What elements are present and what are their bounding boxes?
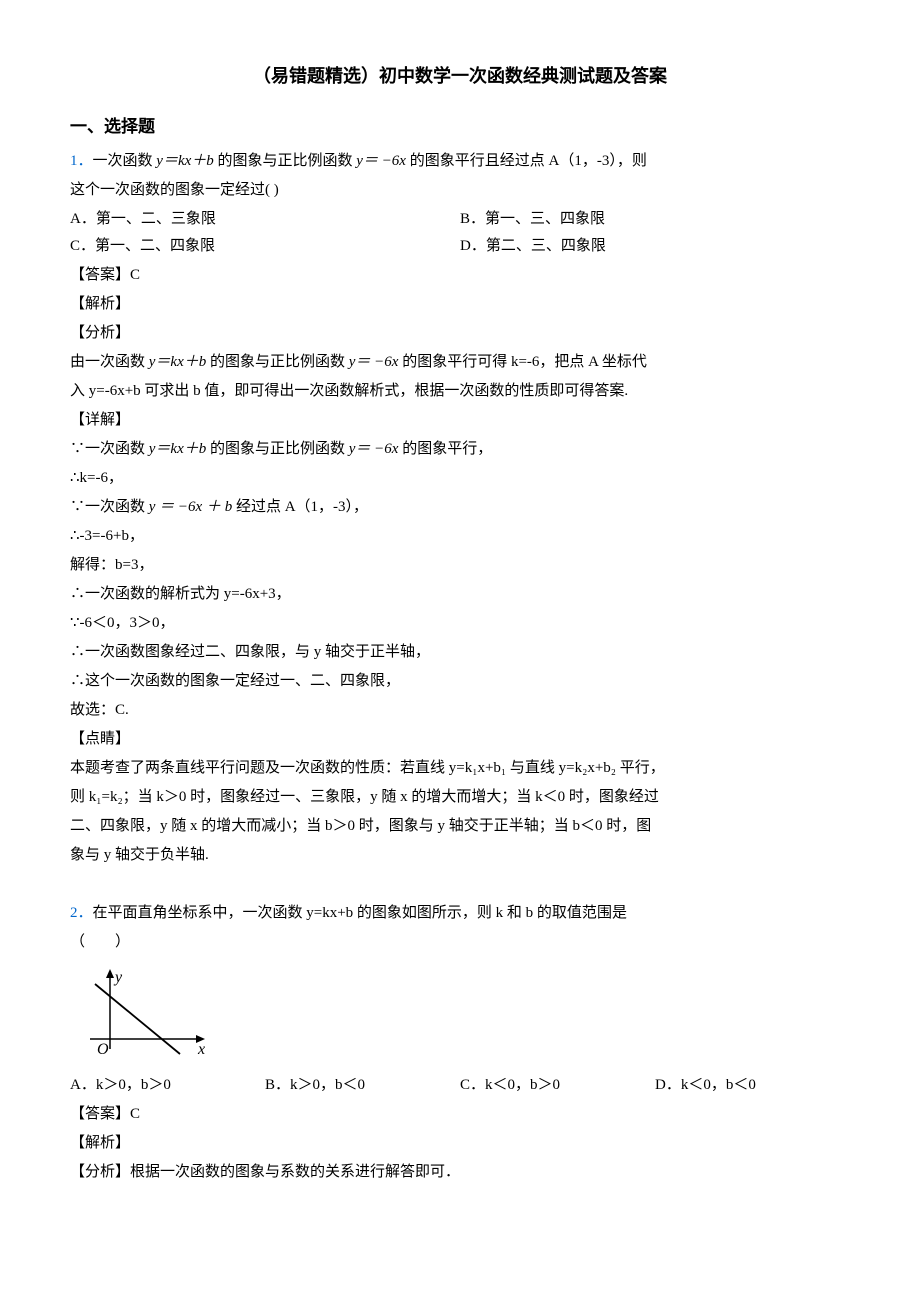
- math-y6xb: y ＝ −6x ＋ b: [149, 499, 232, 515]
- q1-dj1: 本题考查了两条直线平行问题及一次函数的性质：若直线 y=k₁x+b₁ 与直线 y…: [70, 755, 850, 782]
- q2-stem-text: 在平面直角坐标系中，一次函数 y=kx+b 的图象如图所示，则 k 和 b 的取…: [93, 905, 627, 921]
- q1-optD: D．第二、三、四象限: [460, 233, 850, 260]
- q2-options: A．k＞0，b＞0 B．k＞0，b＜0 C．k＜0，b＞0 D．k＜0，b＜0: [70, 1072, 850, 1099]
- q1-l3a: ∵一次函数: [70, 499, 149, 515]
- q2-fenxi: 【分析】根据一次函数的图象与系数的关系进行解答即可．: [70, 1159, 850, 1186]
- q1-fenxi-text2: 入 y=-6x+b 可求出 b 值，即可得出一次函数解析式，根据一次函数的性质即…: [70, 378, 850, 405]
- doc-title: （易错题精选）初中数学一次函数经典测试题及答案: [70, 60, 850, 92]
- q1-jiexi: 【解析】: [70, 291, 850, 318]
- section-heading: 一、选择题: [70, 112, 850, 143]
- q1-l10: 故选：C.: [70, 697, 850, 724]
- q1-dj2: 则 k₁=k₂；当 k＞0 时，图象经过一、三象限，y 随 x 的增大而增大；当…: [70, 784, 850, 811]
- math-ykxb-2: y＝kx＋b: [149, 354, 206, 370]
- q1-stem-c: 的图象平行且经过点 A（1，-3），则: [406, 153, 647, 169]
- q2-optC: C．k＜0，b＞0: [460, 1072, 655, 1099]
- q2-answer: 【答案】C: [70, 1101, 850, 1128]
- q2-stem: 2．在平面直角坐标系中，一次函数 y=kx+b 的图象如图所示，则 k 和 b …: [70, 900, 850, 927]
- q1-l1a: ∵一次函数: [70, 441, 149, 457]
- math-y6x-2: y＝ −6x: [349, 354, 399, 370]
- q1-number: 1．: [70, 153, 93, 169]
- q1-fenxi: 【分析】: [70, 320, 850, 347]
- math-y6x: y＝ −6x: [356, 153, 406, 169]
- q1-stem: 1．一次函数 y＝kx＋b 的图象与正比例函数 y＝ −6x 的图象平行且经过点…: [70, 148, 850, 175]
- q1-dj3: 二、四象限，y 随 x 的增大而减小；当 b＞0 时，图象与 y 轴交于正半轴；…: [70, 813, 850, 840]
- q1-l6: ∴一次函数的解析式为 y=-6x+3，: [70, 581, 850, 608]
- q1-l1c: 的图象平行，: [398, 441, 492, 457]
- q1-answer: 【答案】C: [70, 262, 850, 289]
- q1-optA: A．第一、二、三象限: [70, 206, 460, 233]
- q1-l8: ∴一次函数图象经过二、四象限，与 y 轴交于正半轴，: [70, 639, 850, 666]
- q1-l5: 解得：b=3，: [70, 552, 850, 579]
- q1-l1: ∵一次函数 y＝kx＋b 的图象与正比例函数 y＝ −6x 的图象平行，: [70, 436, 850, 463]
- graph-y-label: y: [113, 969, 123, 986]
- graph-o-label: O: [97, 1041, 109, 1058]
- q1-dianjing: 【点睛】: [70, 726, 850, 753]
- q1-fenxi-a: 由一次函数: [70, 354, 149, 370]
- q2-optA: A．k＞0，b＞0: [70, 1072, 265, 1099]
- q1-stem-line2: 这个一次函数的图象一定经过( ): [70, 177, 850, 204]
- q2-stem2: （ ）: [70, 929, 850, 956]
- q1-optB: B．第一、三、四象限: [460, 206, 850, 233]
- q1-l4: ∴-3=-6+b，: [70, 523, 850, 550]
- q1-l1b: 的图象与正比例函数: [206, 441, 349, 457]
- math-y6x-3: y＝ −6x: [349, 441, 399, 457]
- q2-jiexi: 【解析】: [70, 1130, 850, 1157]
- q1-l2: ∴k=-6，: [70, 465, 850, 492]
- q1-dj4: 象与 y 轴交于负半轴.: [70, 842, 850, 869]
- q1-l7: ∵-6＜0，3＞0，: [70, 610, 850, 637]
- q1-xiangjie: 【详解】: [70, 407, 850, 434]
- q1-l3: ∵一次函数 y ＝ −6x ＋ b 经过点 A（1，-3），: [70, 494, 850, 521]
- q1-options: A．第一、二、三象限 B．第一、三、四象限 C．第一、二、四象限 D．第二、三、…: [70, 206, 850, 260]
- q1-fenxi-text: 由一次函数 y＝kx＋b 的图象与正比例函数 y＝ −6x 的图象平行可得 k=…: [70, 349, 850, 376]
- math-ykxb-3: y＝kx＋b: [149, 441, 206, 457]
- q1-stem-a: 一次函数: [93, 153, 157, 169]
- math-ykxb: y＝kx＋b: [156, 153, 213, 169]
- q1-fenxi-c: 的图象平行可得 k=-6，把点 A 坐标代: [398, 354, 646, 370]
- q1-fenxi-b: 的图象与正比例函数: [206, 354, 349, 370]
- q1-optC: C．第一、二、四象限: [70, 233, 460, 260]
- q1-stem-b: 的图象与正比例函数: [214, 153, 357, 169]
- q1-l3b: 经过点 A（1，-3），: [232, 499, 368, 515]
- q2-optD: D．k＜0，b＜0: [655, 1072, 850, 1099]
- q2-number: 2．: [70, 905, 93, 921]
- q2-optB: B．k＞0，b＜0: [265, 1072, 460, 1099]
- q1-l9: ∴这个一次函数的图象一定经过一、二、四象限，: [70, 668, 850, 695]
- graph-x-label: x: [197, 1041, 205, 1058]
- q2-graph: y x O: [80, 964, 850, 1064]
